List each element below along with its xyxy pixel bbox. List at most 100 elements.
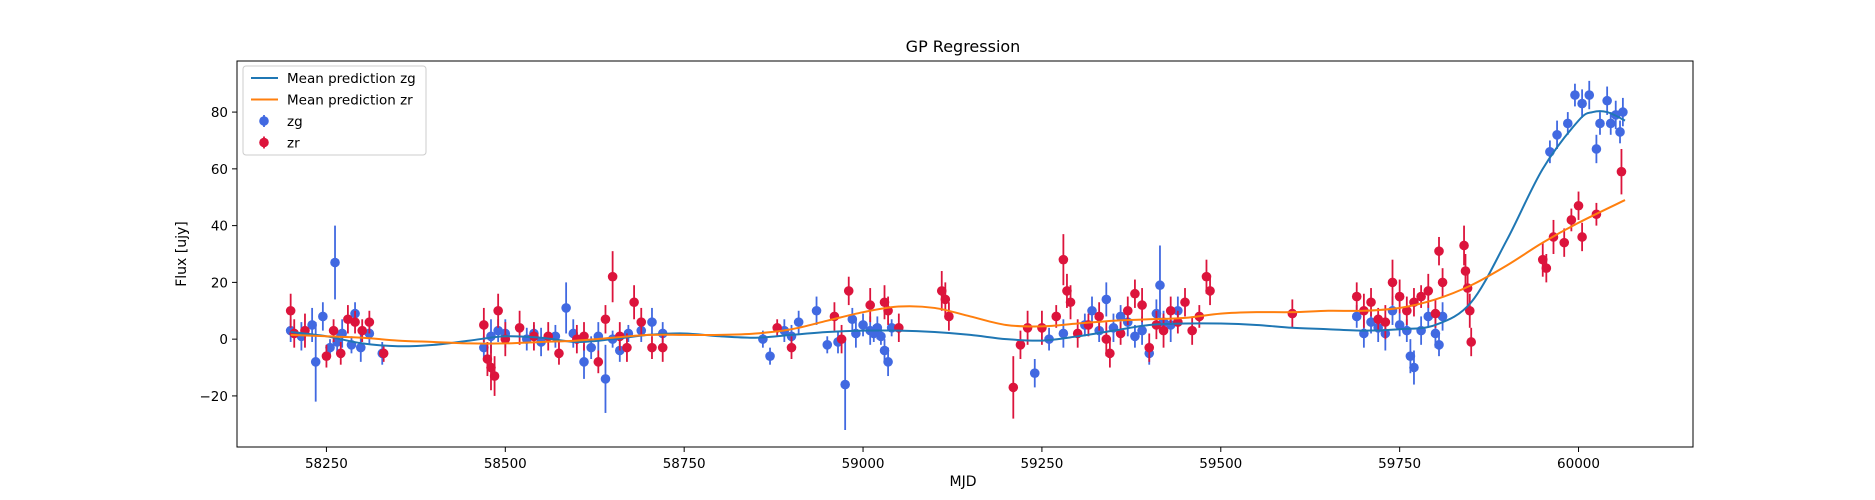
y-axis: −20 0 20 40 60 80 (200, 105, 237, 405)
data-point (1566, 215, 1577, 225)
data-point (1158, 325, 1169, 336)
line-mean-prediction-zr (290, 199, 1626, 345)
data-point (285, 305, 296, 316)
data-point (657, 342, 668, 353)
data-point (940, 294, 951, 305)
y-tick-label: 80 (211, 105, 228, 121)
data-point (1144, 342, 1155, 353)
y-tick-label: 0 (219, 332, 228, 348)
data-point (1402, 325, 1412, 336)
x-axis-label: MJD (950, 474, 977, 490)
data-point (1058, 328, 1069, 339)
y-tick-label: −20 (200, 389, 229, 405)
data-point (1430, 328, 1441, 339)
data-point (1537, 254, 1548, 265)
data-point (1570, 90, 1580, 100)
data-point (636, 317, 647, 327)
data-point (1205, 286, 1215, 296)
data-point (1137, 300, 1147, 310)
data-point (1029, 368, 1040, 379)
data-point (1423, 286, 1434, 296)
data-point (579, 331, 589, 342)
plot-area (285, 80, 1628, 430)
data-point (1015, 340, 1026, 350)
data-point (1051, 311, 1062, 322)
data-point (944, 311, 954, 322)
legend-entry: Mean prediction zr (251, 93, 413, 109)
data-point (325, 342, 335, 353)
data-point (1130, 288, 1140, 299)
y-tick-label: 40 (211, 219, 228, 235)
y-axis-label: Flux [ujy] (174, 221, 190, 287)
data-point (865, 300, 875, 310)
data-point (629, 297, 639, 308)
data-point (936, 286, 947, 296)
data-point (1037, 322, 1047, 333)
x-tick-label: 59750 (1378, 456, 1421, 472)
y-tick-label: 60 (211, 162, 228, 178)
data-point (486, 362, 496, 373)
data-point (1105, 348, 1115, 359)
data-point (586, 342, 596, 353)
data-point (1062, 286, 1072, 296)
data-point (1605, 118, 1616, 129)
data-point (1595, 118, 1605, 129)
data-point (1541, 263, 1552, 273)
data-point (1201, 271, 1212, 282)
data-point (1087, 305, 1097, 316)
data-point (858, 320, 868, 330)
data-point (786, 342, 797, 353)
data-point (765, 351, 775, 361)
data-point (307, 320, 317, 330)
data-point (883, 357, 893, 367)
data-point (1387, 277, 1398, 288)
data-point (1008, 382, 1019, 393)
y-tick-label: 20 (211, 275, 228, 291)
data-point (1165, 305, 1176, 316)
data-point (600, 374, 611, 384)
line-mean-prediction-zg (290, 110, 1626, 348)
legend-label: Mean prediction zr (287, 93, 413, 109)
data-point (364, 317, 375, 327)
data-point (489, 371, 500, 381)
data-point (1584, 90, 1595, 100)
data-point (514, 322, 525, 333)
data-point (1115, 311, 1126, 322)
data-point (1618, 107, 1628, 117)
data-point (1616, 166, 1627, 177)
data-point (822, 340, 833, 350)
data-point (1402, 305, 1412, 316)
data-point (1615, 127, 1625, 137)
legend: Mean prediction zg Mean prediction zr zg zr (242, 65, 427, 156)
data-point (758, 334, 768, 344)
data-point (1459, 240, 1469, 251)
x-tick-label: 59500 (1199, 456, 1242, 472)
data-point (1115, 328, 1126, 339)
data-point (1065, 297, 1076, 308)
x-tick-label: 58500 (484, 456, 527, 472)
data-point (554, 348, 564, 359)
data-point (1122, 305, 1133, 316)
data-point (1591, 144, 1602, 154)
data-point (843, 286, 854, 296)
data-point (1434, 246, 1444, 256)
data-point (600, 314, 611, 325)
data-point (579, 357, 589, 367)
data-point (793, 317, 804, 327)
data-point (622, 342, 632, 353)
data-point (1602, 95, 1612, 106)
data-point (1094, 311, 1104, 322)
data-point (1464, 305, 1475, 316)
legend-label: Mean prediction zg (287, 71, 416, 87)
data-point (647, 342, 657, 353)
data-point (836, 334, 847, 344)
data-point (647, 317, 657, 327)
data-point (1137, 325, 1147, 336)
legend-marker-swatch (259, 116, 269, 126)
data-point (1287, 308, 1298, 319)
data-point (1466, 337, 1477, 347)
data-point (328, 325, 339, 336)
data-point (1058, 254, 1069, 265)
data-point (318, 311, 328, 322)
